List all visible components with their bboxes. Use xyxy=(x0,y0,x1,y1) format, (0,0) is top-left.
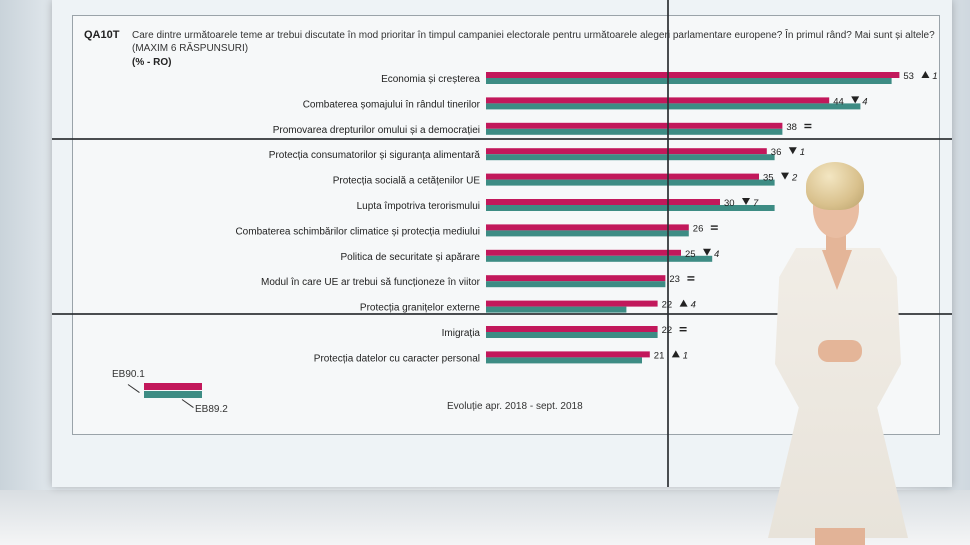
bar-current xyxy=(486,224,689,231)
data-label: 30 xyxy=(724,198,735,209)
change-delta-label: 1 xyxy=(683,350,688,361)
bar-current xyxy=(486,249,681,256)
change-down-icon xyxy=(851,96,860,104)
presenter-dress xyxy=(768,248,908,538)
change-down-icon xyxy=(781,172,789,180)
bar-current xyxy=(486,148,767,155)
legend-label-previous: EB89.2 xyxy=(195,404,228,415)
question-unit: (% - RO) xyxy=(132,57,172,68)
category-label: Protecția socială a cetățenilor UE xyxy=(333,176,481,187)
bar-current xyxy=(486,351,650,358)
question-text: Care dintre următoarele teme ar trebui d… xyxy=(132,30,935,54)
data-label: 38 xyxy=(786,122,797,133)
no-change-icon-line xyxy=(679,330,687,332)
change-down-icon xyxy=(742,198,750,205)
change-delta-label: 4 xyxy=(691,300,696,311)
change-up-icon xyxy=(679,299,688,307)
category-label: Modul în care UE ar trebui să funcționez… xyxy=(261,277,481,288)
category-label: Imigrația xyxy=(442,328,481,339)
data-label: 36 xyxy=(771,147,782,158)
bar-current xyxy=(486,122,783,129)
screen-seam-horizontal-bottom xyxy=(52,313,952,315)
question-code: QA10T xyxy=(84,29,120,41)
bar-current xyxy=(486,72,900,78)
presenter xyxy=(760,160,920,545)
category-label: Promovarea drepturilor omului și a democ… xyxy=(273,125,480,136)
bar-previous xyxy=(486,179,775,186)
horizontal-bar-chart: Economia și creșterea 53 1 Combaterea șomaj… xyxy=(235,71,938,364)
category-label: Protecția datelor cu caracter personal xyxy=(314,353,480,364)
change-delta-label: 1 xyxy=(800,147,805,158)
category-label: Economia și creșterea xyxy=(381,74,480,85)
bar-previous xyxy=(486,281,666,288)
no-change-icon-line xyxy=(804,123,812,126)
category-label: Protecția granițelor externe xyxy=(360,303,481,314)
change-delta-label: 2 xyxy=(791,173,798,184)
bar-previous xyxy=(486,154,775,161)
change-down-icon xyxy=(703,248,711,256)
category-label: Combaterea șomajului în rândul tinerilor xyxy=(303,99,481,110)
bar-previous xyxy=(486,78,892,84)
bar-current xyxy=(486,97,830,104)
legend-label-current: EB90.1 xyxy=(112,369,145,380)
presenter-hair xyxy=(806,162,864,210)
bar-previous xyxy=(486,332,658,338)
screen-seam-horizontal-top xyxy=(52,138,952,140)
screen-seam-vertical xyxy=(667,0,669,487)
category-label: Lupta împotriva terorismului xyxy=(357,201,480,212)
data-label: 23 xyxy=(669,274,680,285)
bar-current xyxy=(486,326,658,332)
data-label: 22 xyxy=(662,300,673,311)
no-change-icon-line xyxy=(687,276,695,278)
no-change-icon-line xyxy=(804,126,812,129)
bar-previous xyxy=(486,306,627,313)
no-change-icon-line xyxy=(687,279,695,281)
bar-previous xyxy=(486,255,713,262)
data-label: 25 xyxy=(685,249,696,260)
bar-current xyxy=(486,173,759,180)
category-label: Combaterea schimbărilor climatice și pro… xyxy=(235,226,480,237)
data-label: 26 xyxy=(693,223,704,234)
bar-previous xyxy=(486,357,642,364)
presenter-hands xyxy=(818,340,862,362)
no-change-icon-line xyxy=(710,225,718,227)
no-change-icon-line xyxy=(710,228,718,230)
legend-swatch-previous xyxy=(144,391,202,398)
bar-previous xyxy=(486,205,775,211)
bar-current xyxy=(486,300,658,307)
category-label: Politica de securitate și apărare xyxy=(340,252,480,263)
no-change-icon-line xyxy=(679,327,687,329)
change-down-icon xyxy=(788,147,797,155)
data-label: 44 xyxy=(833,96,844,107)
bar-previous xyxy=(486,103,861,110)
bar-current xyxy=(486,199,720,205)
legend-swatch-current xyxy=(144,383,202,390)
change-delta-label: 7 xyxy=(753,198,759,209)
change-up-icon xyxy=(671,350,680,358)
bar-previous xyxy=(486,128,783,135)
bar-previous xyxy=(486,230,689,237)
data-label: 22 xyxy=(662,325,673,336)
data-label: 35 xyxy=(763,173,774,184)
bar-current xyxy=(486,275,666,282)
change-delta-label: 1 xyxy=(932,71,937,82)
change-delta-label: 4 xyxy=(862,96,867,107)
data-label: 21 xyxy=(654,350,665,361)
change-up-icon xyxy=(921,71,930,78)
presenter-legs xyxy=(815,528,865,545)
footer-note: Evoluție apr. 2018 - sept. 2018 xyxy=(447,401,583,412)
data-label: 53 xyxy=(903,71,914,82)
change-delta-label: 4 xyxy=(714,249,719,260)
category-label: Protecția consumatorilor și siguranța al… xyxy=(269,150,481,161)
